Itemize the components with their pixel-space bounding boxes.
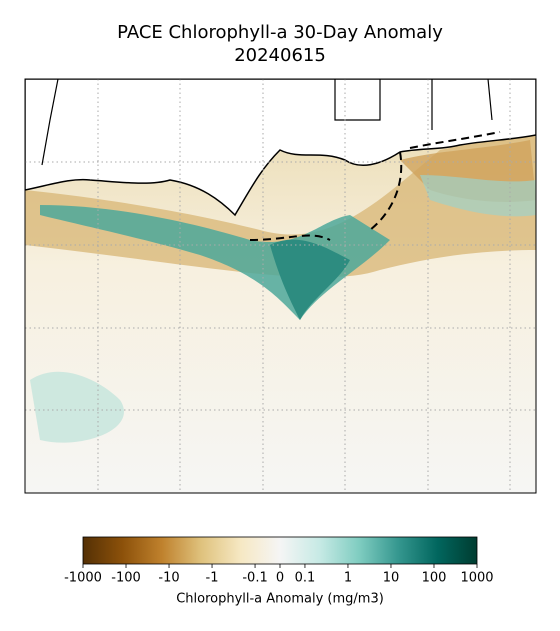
chart-title: PACE Chlorophyll-a 30-Day Anomaly — [117, 22, 443, 43]
map-frame — [24, 78, 537, 494]
teal-patch — [30, 371, 124, 443]
colorbar-tick-label: -100 — [111, 571, 141, 586]
map — [25, 79, 536, 493]
colorbar-tick-label: 1 — [344, 571, 352, 586]
colorbar-tick-label: -0.1 — [242, 571, 267, 586]
colorbar-tick-label: 100 — [422, 571, 447, 586]
colorbar — [82, 536, 478, 565]
colorbar-tick-label: -10 — [158, 571, 179, 586]
teal-patch — [420, 175, 536, 217]
colorbar-label: Chlorophyll-a Anomaly (mg/m3) — [176, 592, 384, 607]
colorbar-tick-label: 0.1 — [295, 571, 316, 586]
state-border — [41, 79, 493, 166]
colorbar-tick-label: -1 — [206, 571, 219, 586]
colorbar-tick-label: 0 — [276, 571, 284, 586]
chart-subtitle: 20240615 — [234, 45, 326, 66]
colorbar-tick-label: 1000 — [460, 571, 493, 586]
boundary — [249, 131, 501, 241]
colorbar-tick-label: 10 — [383, 571, 400, 586]
plume-core — [270, 239, 350, 320]
colorbar-tick-label: -1000 — [64, 571, 102, 586]
land — [25, 79, 536, 217]
